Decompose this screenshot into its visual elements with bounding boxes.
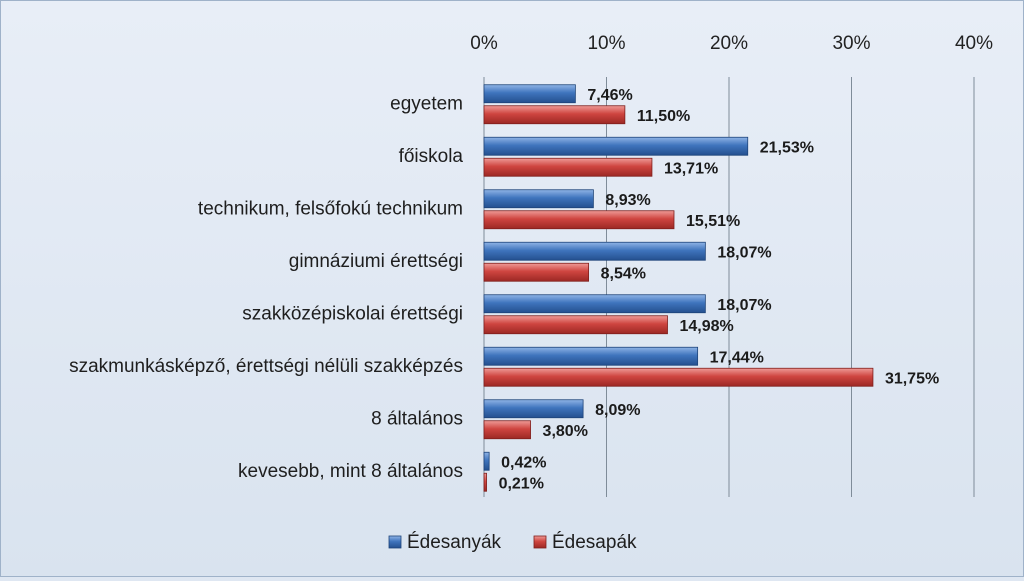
x-tick-label: 20%: [710, 33, 748, 54]
bar-edesapak: [483, 262, 590, 282]
data-label: 18,07%: [717, 297, 771, 314]
bar-edesapak: [483, 420, 531, 440]
x-axis-ticks: 0% 10% 20% 30% 40%: [470, 33, 993, 54]
data-label: 17,44%: [710, 349, 764, 366]
bar-edesanyak: [483, 241, 706, 261]
data-labels: 7,46% 11,50% 21,53% 13,71% 8,93% 15,51% 18,07%…: [499, 87, 940, 493]
x-tick-label: 30%: [832, 33, 870, 54]
data-label: 3,80%: [543, 423, 588, 440]
data-label: 13,71%: [664, 160, 718, 177]
bar-edesanyak: [483, 189, 594, 209]
bar-edesapak: [483, 472, 487, 492]
bar-edesanyak: [483, 399, 584, 419]
category-labels: egyetem főiskola technikum, felsőfokú tech…: [69, 93, 463, 482]
data-label: 0,42%: [501, 454, 546, 471]
x-tick-label: 0%: [470, 33, 498, 54]
legend-swatch-edesanyak: [388, 535, 402, 549]
legend-label: Édesapák: [552, 532, 637, 553]
bar-edesanyak: [483, 346, 699, 366]
bar-edesapak: [483, 367, 874, 387]
data-label: 0,21%: [499, 475, 544, 492]
category-label: gimnáziumi érettségi: [289, 251, 463, 272]
data-label: 8,09%: [595, 402, 640, 419]
data-label: 7,46%: [587, 87, 632, 104]
bar-edesanyak: [483, 451, 490, 471]
legend-label: Édesanyák: [407, 532, 502, 553]
legend-swatch-edesapak: [533, 535, 547, 549]
data-label: 8,93%: [605, 192, 650, 209]
x-tick-label: 40%: [955, 33, 993, 54]
category-label: szakközépiskolai érettségi: [242, 303, 463, 324]
data-label: 14,98%: [680, 318, 734, 335]
data-label: 18,07%: [717, 244, 771, 261]
category-label: technikum, felsőfokú technikum: [198, 198, 463, 219]
category-label: egyetem: [390, 93, 463, 114]
x-tick-label: 10%: [587, 33, 625, 54]
bar-edesapak: [483, 105, 626, 125]
data-label: 31,75%: [885, 370, 939, 387]
bar-edesanyak: [483, 136, 749, 156]
data-label: 8,54%: [601, 265, 646, 282]
data-label: 15,51%: [686, 213, 740, 230]
category-label: főiskola: [399, 146, 464, 167]
category-label: 8 általános: [371, 408, 463, 429]
category-label: kevesebb, mint 8 általános: [238, 461, 463, 482]
data-label: 11,50%: [637, 108, 690, 125]
bar-edesapak: [483, 210, 675, 230]
bars: [483, 84, 874, 492]
data-label: 21,53%: [760, 139, 814, 156]
bar-edesanyak: [483, 84, 576, 104]
bar-edesapak: [483, 157, 653, 177]
category-label: szakmunkásképző, érettségi nélüli szakké…: [69, 356, 463, 377]
legend: Édesanyák Édesapák: [388, 532, 637, 553]
bar-edesapak: [483, 315, 668, 335]
bar-edesanyak: [483, 294, 706, 314]
